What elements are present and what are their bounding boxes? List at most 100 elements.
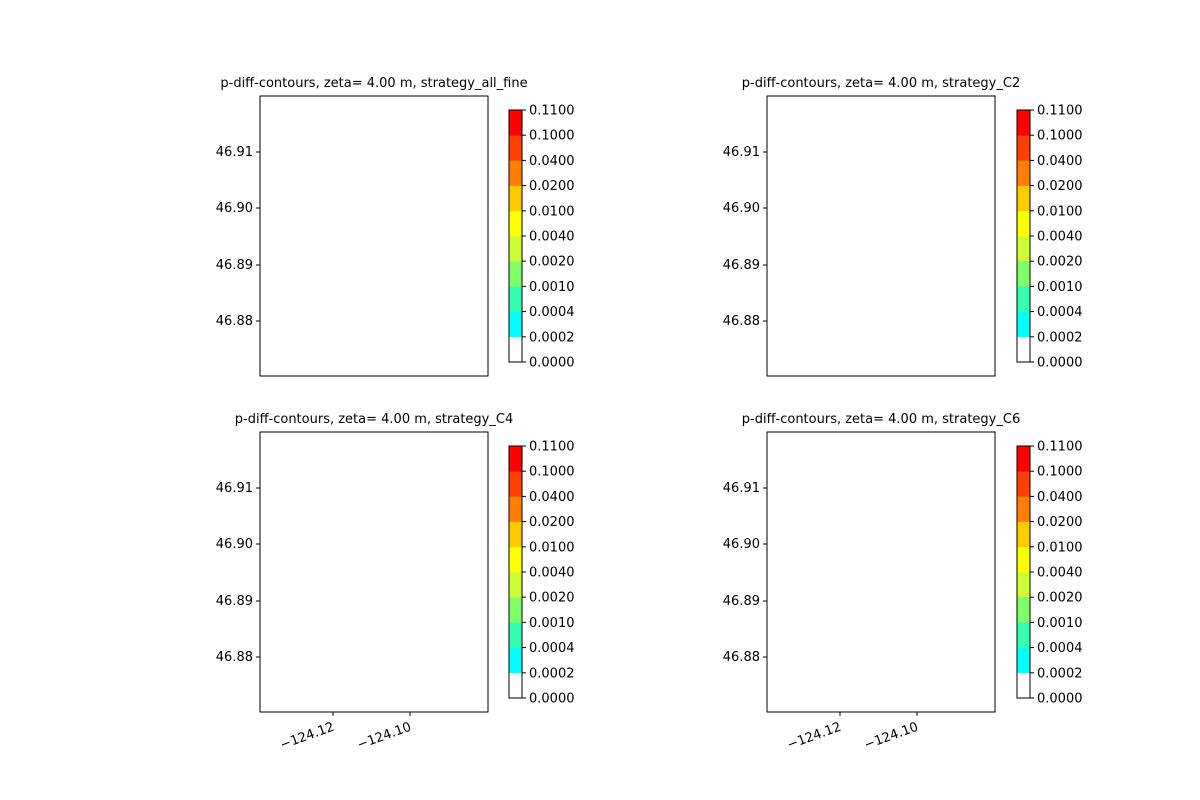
colorbar-segment xyxy=(509,572,522,598)
colorbar-tick-label: 0.0100 xyxy=(1037,540,1083,555)
axes-frame xyxy=(766,431,996,713)
colorbar-tick-label: 0.0002 xyxy=(1037,666,1083,681)
colorbar-segment xyxy=(1017,647,1030,674)
colorbar-tick-label: 0.0000 xyxy=(1037,692,1083,707)
colorbar-segment xyxy=(1017,261,1030,287)
colorbar-tick-label: 0.0010 xyxy=(1037,616,1083,631)
colorbar-tick-label: 0.0004 xyxy=(1037,305,1083,320)
y-tick-label: 46.89 xyxy=(723,258,760,273)
colorbar: 0.0000 0.0002 0.0004 0.0010 0.0020 0.0040 0.01… xyxy=(1016,104,1083,371)
subplot-grid: p-diff-contours, zeta= 4.00 m, strategy_… xyxy=(216,76,1083,753)
colorbar-segment xyxy=(1017,546,1030,573)
axes-frame xyxy=(259,95,489,377)
colorbar-segment xyxy=(509,311,522,338)
colorbar-segment xyxy=(1017,135,1030,161)
y-tick-label: 46.90 xyxy=(216,537,253,552)
colorbar-segment xyxy=(509,521,522,548)
x-tick-label: −124.10 xyxy=(355,720,413,753)
colorbar-segment xyxy=(1017,210,1030,237)
colorbar-tick-label: 0.1100 xyxy=(529,104,575,119)
colorbar-segment xyxy=(509,471,522,497)
colorbar-segment xyxy=(1017,672,1030,699)
colorbar-segment xyxy=(509,672,522,699)
colorbar-tick-label: 0.0000 xyxy=(1037,356,1083,371)
subplot-1: p-diff-contours, zeta= 4.00 m, strategy_… xyxy=(216,76,575,377)
colorbar-segment xyxy=(1017,446,1030,472)
colorbar-tick-label: 0.1100 xyxy=(1037,440,1083,455)
colorbar-tick-label: 0.1000 xyxy=(1037,465,1083,480)
y-tick-label: 46.91 xyxy=(723,145,760,160)
y-tick-label: 46.89 xyxy=(723,594,760,609)
colorbar: 0.0000 0.0002 0.0004 0.0010 0.0020 0.0040 0.01… xyxy=(508,104,575,371)
colorbar-segment xyxy=(1017,622,1030,648)
plot-background xyxy=(767,96,995,376)
colorbar-tick-label: 0.1000 xyxy=(529,129,575,144)
plot-background xyxy=(260,432,488,712)
colorbar-tick-label: 0.0100 xyxy=(1037,204,1083,219)
y-tick-label: 46.91 xyxy=(216,481,253,496)
colorbar-tick-label: 0.1000 xyxy=(1037,129,1083,144)
colorbar-tick-label: 0.0040 xyxy=(529,230,575,245)
colorbar-tick-label: 0.0004 xyxy=(529,641,575,656)
colorbar-tick-label: 0.0020 xyxy=(529,255,575,270)
x-tick-label: −124.12 xyxy=(278,720,336,753)
colorbar-tick-label: 0.0040 xyxy=(529,566,575,581)
subplot-3: p-diff-contours, zeta= 4.00 m, strategy_… xyxy=(216,412,575,753)
colorbar-segment xyxy=(509,647,522,674)
colorbar-segment xyxy=(509,622,522,648)
axes-frame xyxy=(259,431,489,713)
y-tick-label: 46.90 xyxy=(216,201,253,216)
y-tick-label: 46.88 xyxy=(723,314,760,329)
colorbar-tick-label: 0.0004 xyxy=(529,305,575,320)
colorbar-segment xyxy=(509,286,522,312)
colorbar-tick-label: 0.0020 xyxy=(1037,255,1083,270)
y-tick-label: 46.88 xyxy=(216,314,253,329)
x-tick-label: −124.10 xyxy=(862,720,920,753)
colorbar-segment xyxy=(1017,496,1030,522)
colorbar-tick-label: 0.0000 xyxy=(529,356,575,371)
colorbar-tick-label: 0.0020 xyxy=(529,591,575,606)
subplot-title: p-diff-contours, zeta= 4.00 m, strategy_… xyxy=(742,412,1020,427)
colorbar-tick-label: 0.0010 xyxy=(529,616,575,631)
colorbar-segment xyxy=(1017,311,1030,338)
colorbar-segment xyxy=(509,210,522,237)
colorbar-segment xyxy=(509,261,522,287)
y-tick-label: 46.88 xyxy=(216,650,253,665)
colorbar-tick-label: 0.0100 xyxy=(529,540,575,555)
colorbar-tick-label: 0.0002 xyxy=(529,330,575,345)
y-tick-label: 46.89 xyxy=(216,594,253,609)
subplot-title: p-diff-contours, zeta= 4.00 m, strategy_… xyxy=(235,412,513,427)
plot-background xyxy=(260,96,488,376)
y-tick-label: 46.91 xyxy=(723,481,760,496)
y-tick-label: 46.91 xyxy=(216,145,253,160)
colorbar-tick-label: 0.0100 xyxy=(529,204,575,219)
colorbar-tick-label: 0.0020 xyxy=(1037,591,1083,606)
colorbar-segment xyxy=(509,446,522,472)
colorbar-segment xyxy=(1017,110,1030,136)
colorbar-tick-label: 0.1100 xyxy=(1037,104,1083,119)
colorbar-tick-label: 0.0040 xyxy=(1037,566,1083,581)
colorbar-tick-label: 0.0010 xyxy=(529,280,575,295)
colorbar-tick-label: 0.0200 xyxy=(1037,179,1083,194)
colorbar-segment xyxy=(1017,521,1030,548)
colorbar-tick-label: 0.0000 xyxy=(529,692,575,707)
colorbar-segment xyxy=(509,597,522,623)
x-tick-label: −124.12 xyxy=(785,720,843,753)
y-tick-label: 46.89 xyxy=(216,258,253,273)
colorbar-tick-label: 0.0004 xyxy=(1037,641,1083,656)
colorbar-tick-label: 0.0200 xyxy=(529,515,575,530)
colorbar: 0.0000 0.0002 0.0004 0.0010 0.0020 0.0040 0.01… xyxy=(508,440,575,707)
colorbar-segment xyxy=(1017,236,1030,262)
colorbar-segment xyxy=(509,236,522,262)
colorbar-segment xyxy=(509,135,522,161)
colorbar-segment xyxy=(509,336,522,363)
colorbar-tick-label: 0.0010 xyxy=(1037,280,1083,295)
colorbar-tick-label: 0.0040 xyxy=(1037,230,1083,245)
axes-frame xyxy=(766,95,996,377)
y-tick-label: 46.88 xyxy=(723,650,760,665)
colorbar-tick-label: 0.0002 xyxy=(1037,330,1083,345)
colorbar-tick-label: 0.0400 xyxy=(1037,154,1083,169)
colorbar-segment xyxy=(509,160,522,186)
colorbar-segment xyxy=(509,546,522,573)
